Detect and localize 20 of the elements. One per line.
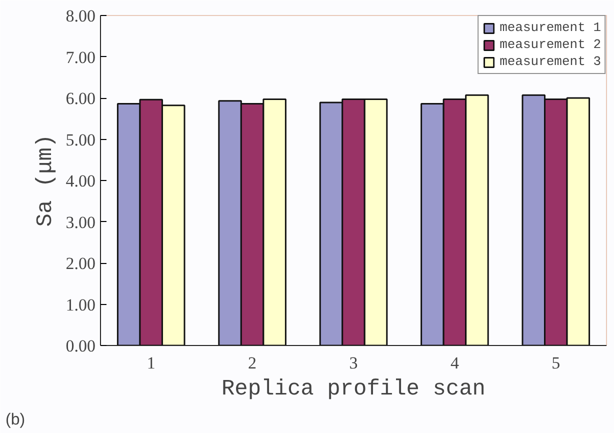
x-tick-label: 5: [552, 354, 560, 372]
x-tick-label: 3: [349, 354, 358, 372]
y-tick-label: 4.00: [66, 172, 96, 190]
y-tick-label: 8.00: [66, 6, 96, 26]
y-tick-label: 6.00: [66, 89, 96, 108]
y-tick-label: 1.00: [66, 295, 96, 314]
y-tick-label: 0.00: [66, 336, 96, 356]
y-tick-label: 3.00: [66, 212, 96, 232]
legend-label: measurement 3: [500, 54, 601, 69]
y-tick-label: 2.00: [66, 254, 96, 273]
legend-label: measurement 1: [500, 20, 601, 35]
y-tick-label: 7.00: [66, 48, 96, 67]
legend-label: measurement 2: [500, 37, 601, 52]
x-tick-label: 1: [146, 354, 156, 372]
x-axis-title: Replica profile scan: [221, 376, 486, 402]
text: (b): [6, 412, 26, 428]
y-axis-title: Sa (μm): [32, 134, 58, 227]
x-tick-label: 4: [450, 354, 460, 372]
x-tick-label: 2: [248, 354, 257, 372]
y-tick-label: 5.00: [66, 130, 96, 150]
